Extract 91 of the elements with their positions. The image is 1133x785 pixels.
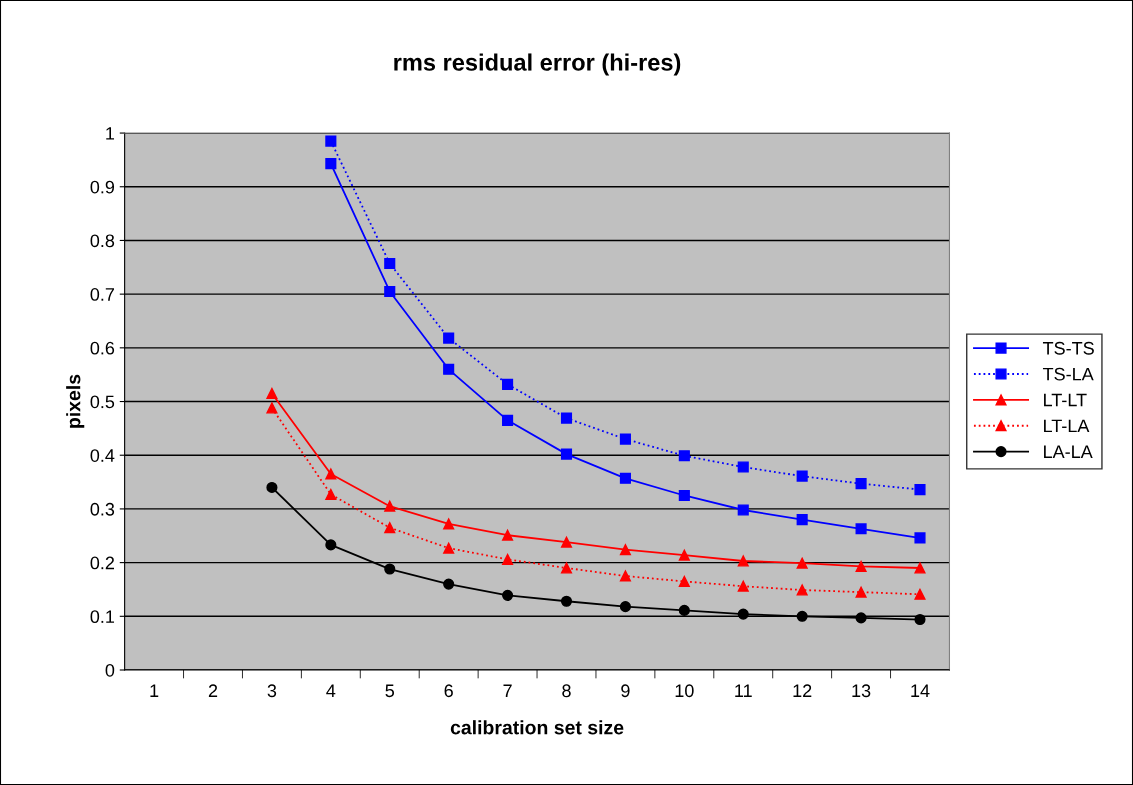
x-tick-label: 2 [208, 684, 218, 697]
chart-title: rms residual error (hi-res) [394, 53, 681, 76]
legend-label: LA-LA [1044, 445, 1093, 458]
x-tick-label: 6 [444, 684, 453, 698]
point [325, 135, 337, 147]
point [325, 488, 337, 500]
x-tick-label: 13 [852, 684, 871, 698]
point [443, 578, 455, 590]
point [443, 518, 455, 530]
point [855, 612, 867, 624]
point [737, 608, 749, 620]
y-tick-label: 1 [106, 127, 115, 140]
x-tick-label: 11 [735, 684, 752, 697]
point [619, 570, 631, 582]
point [560, 448, 573, 460]
legend-label: LT-LA [1044, 419, 1090, 433]
point [325, 539, 337, 551]
x-tick-label: 14 [911, 684, 930, 697]
point [443, 332, 455, 344]
y-tick-label: 0.7 [90, 288, 114, 301]
point [384, 522, 396, 534]
legend-label: TS-LA [1042, 367, 1094, 381]
y-tick-label: 0.5 [90, 395, 115, 409]
y-tick-label: 0.8 [90, 234, 115, 248]
point [560, 595, 573, 607]
point [619, 433, 631, 445]
point [796, 610, 808, 622]
point [914, 588, 926, 600]
point [384, 257, 396, 270]
y-axis-title: pixels [66, 374, 85, 428]
point [619, 544, 631, 556]
point [384, 563, 396, 575]
point [796, 514, 808, 526]
point [443, 542, 455, 554]
point [502, 553, 514, 565]
point [443, 363, 455, 375]
point [737, 580, 749, 592]
point [384, 285, 396, 298]
point [678, 489, 690, 502]
point [560, 562, 573, 574]
y-tick-label: 0 [105, 663, 115, 677]
x-tick-label: 5 [385, 684, 395, 698]
x-axis-title: calibration set size [450, 720, 624, 735]
point [325, 158, 337, 170]
point [384, 500, 396, 512]
point [678, 604, 690, 616]
point [914, 532, 926, 544]
point [855, 523, 867, 535]
point [796, 557, 808, 569]
point [325, 468, 337, 480]
point [560, 412, 573, 424]
point [737, 555, 749, 567]
y-tick-label: 0.3 [90, 502, 115, 516]
point [737, 504, 749, 516]
point [678, 575, 690, 587]
point [266, 402, 278, 414]
point [914, 613, 926, 626]
point [266, 481, 278, 493]
y-tick-label: 0.2 [90, 556, 114, 570]
point [914, 562, 926, 574]
x-tick-label: 10 [675, 684, 694, 698]
point [502, 589, 514, 601]
legend-label: LT-LT [1044, 393, 1087, 407]
point [796, 584, 808, 596]
point [678, 549, 690, 561]
y-tick-label: 0.1 [90, 610, 115, 624]
point [502, 529, 514, 541]
x-tick-label: 7 [503, 684, 512, 697]
y-tick-label: 0.4 [90, 449, 115, 462]
y-tick-label: 0.6 [90, 341, 115, 355]
point [855, 586, 867, 598]
point [855, 560, 867, 572]
x-tick-label: 4 [326, 684, 336, 697]
point [502, 414, 514, 426]
x-tick-label: 9 [621, 684, 630, 698]
point [914, 484, 926, 496]
point [855, 478, 867, 490]
point [560, 536, 573, 548]
point [619, 601, 631, 613]
x-tick-label: 12 [793, 684, 812, 697]
point [678, 450, 690, 462]
y-tick-label: 0.9 [90, 180, 115, 194]
legend-label: TS-TS [1042, 341, 1094, 355]
point [796, 470, 808, 482]
x-tick-label: 8 [562, 684, 571, 698]
point [266, 387, 278, 400]
point [737, 461, 749, 473]
point [619, 472, 631, 484]
point [502, 378, 514, 390]
x-tick-label: 3 [267, 684, 277, 698]
x-tick-label: 1 [150, 684, 159, 697]
